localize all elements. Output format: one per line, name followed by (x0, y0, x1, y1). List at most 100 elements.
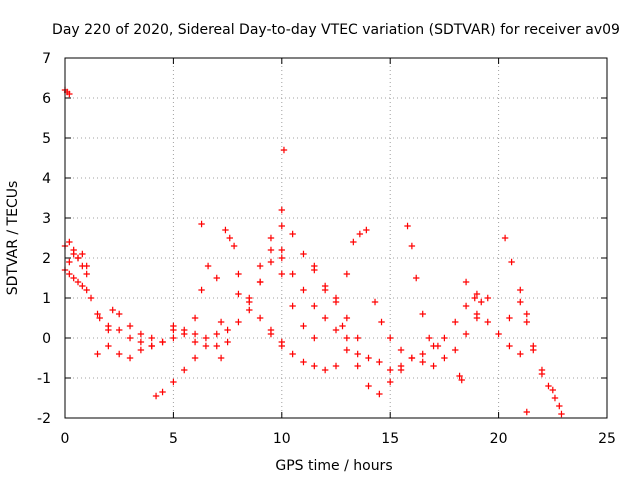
x-tick-label: 10 (273, 431, 291, 447)
data-point (170, 334, 177, 342)
data-point (339, 322, 346, 330)
axis-ticks: 0 5 10 15 20 25 -2 -1 0 1 2 3 4 5 6 7 (37, 51, 616, 447)
data-point (235, 270, 242, 278)
data-point (191, 330, 199, 338)
data-point (434, 342, 442, 350)
data-point (404, 222, 411, 230)
data-point (426, 334, 433, 342)
data-point (397, 346, 405, 354)
data-point (363, 226, 370, 234)
data-point (278, 342, 285, 350)
data-point (202, 342, 210, 350)
data-point (83, 286, 90, 294)
data-point (105, 342, 112, 350)
data-point (321, 286, 329, 294)
data-point (256, 262, 264, 270)
data-point (419, 310, 426, 318)
grid (65, 58, 607, 418)
data-point (376, 358, 383, 366)
data-point (181, 366, 188, 374)
data-point (289, 302, 296, 310)
data-point (116, 326, 123, 334)
data-point (79, 282, 86, 290)
data-point (191, 314, 199, 322)
data-point (321, 314, 329, 322)
data-point (74, 254, 82, 262)
data-point (419, 350, 426, 358)
data-point (181, 326, 188, 334)
data-point (387, 366, 394, 374)
data-point (152, 392, 160, 400)
data-point (311, 362, 318, 370)
data-point (159, 338, 166, 346)
data-point (224, 338, 231, 346)
data-points (61, 86, 565, 418)
data-point (256, 314, 264, 322)
data-point (116, 310, 123, 318)
y-tick-label: -1 (37, 371, 51, 387)
data-point (191, 338, 199, 346)
data-point (256, 278, 264, 286)
data-point (170, 322, 177, 330)
data-point (224, 326, 231, 334)
data-point (430, 362, 437, 370)
data-point (267, 258, 275, 266)
data-point (267, 234, 275, 242)
data-point (137, 346, 145, 354)
data-point (517, 298, 524, 306)
data-point (311, 334, 318, 342)
data-point (198, 220, 205, 228)
data-point (408, 354, 416, 362)
data-point (198, 286, 205, 294)
data-point (289, 350, 296, 358)
data-point (397, 362, 405, 370)
data-point (523, 318, 530, 326)
data-point (506, 314, 513, 322)
data-point (343, 334, 351, 342)
data-point (523, 408, 530, 416)
data-point (204, 262, 212, 270)
data-point (419, 358, 426, 366)
data-point (226, 234, 233, 242)
data-point (538, 370, 546, 378)
data-point (70, 274, 77, 282)
data-point (126, 354, 134, 362)
data-point (66, 258, 73, 266)
data-point (332, 362, 340, 370)
x-tick-label: 20 (490, 431, 508, 447)
data-point (202, 334, 210, 342)
data-point (217, 318, 225, 326)
data-point (556, 402, 563, 410)
data-point (213, 330, 220, 338)
data-point (332, 298, 340, 306)
data-point (523, 310, 530, 318)
data-point (495, 330, 502, 338)
data-point (74, 278, 82, 286)
data-point (246, 294, 253, 302)
data-point (452, 346, 459, 354)
data-point (354, 334, 361, 342)
data-point (545, 382, 552, 390)
data-point (508, 258, 515, 266)
x-axis-label: GPS time / hours (275, 458, 392, 474)
data-point (191, 354, 199, 362)
data-point (478, 298, 485, 306)
data-point (354, 350, 361, 358)
data-point (484, 318, 491, 326)
data-point (87, 294, 95, 302)
data-point (126, 322, 134, 330)
data-point (230, 242, 238, 250)
y-tick-label: -2 (37, 411, 51, 427)
plot-frame (64, 57, 608, 419)
data-point (300, 322, 307, 330)
data-point (343, 346, 351, 354)
data-point (378, 318, 385, 326)
data-point (66, 238, 73, 246)
data-point (300, 358, 307, 366)
data-point (517, 286, 524, 294)
data-point (408, 242, 416, 250)
data-point (501, 234, 509, 242)
data-point (549, 386, 556, 394)
data-point (105, 322, 112, 330)
data-point (267, 246, 275, 254)
